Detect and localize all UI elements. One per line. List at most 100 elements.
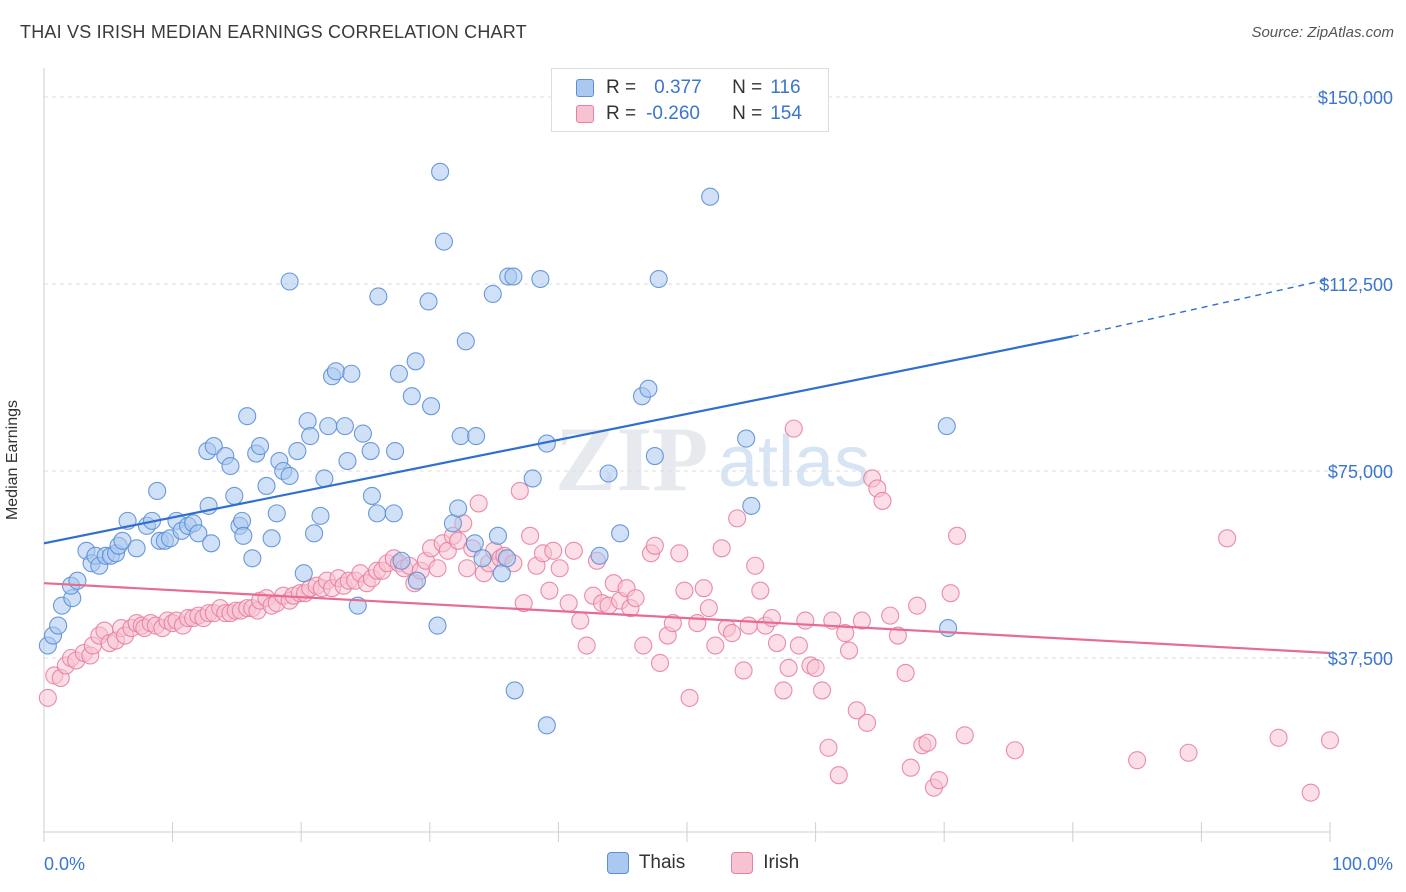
legend-r-label: R = — [606, 103, 637, 124]
irish-point — [857, 713, 877, 732]
irish-point — [881, 606, 900, 625]
thais-point — [243, 549, 262, 568]
legend-n-label: N = — [732, 77, 763, 98]
thais-point — [467, 427, 486, 446]
thais-point — [202, 534, 221, 553]
thais-point — [288, 442, 307, 461]
legend-n-value: 154 — [770, 103, 802, 124]
thais-point — [342, 364, 361, 383]
irish-point — [680, 688, 699, 707]
irish-point — [712, 539, 731, 558]
legend-r-label: R = — [606, 77, 637, 98]
x-tick-label: 100.0% — [1332, 854, 1393, 874]
irish-point — [577, 636, 596, 655]
thais-point — [262, 529, 281, 548]
irish-point — [901, 758, 920, 777]
irish-point — [896, 663, 915, 683]
thais-point — [422, 397, 441, 416]
thais-point — [225, 486, 244, 505]
irish-point — [774, 681, 793, 700]
irish-point — [796, 611, 815, 630]
irish-point — [645, 536, 664, 555]
irish-point — [728, 509, 747, 528]
irish-point — [1269, 728, 1288, 747]
irish-point — [1301, 783, 1320, 802]
thais-point — [386, 442, 405, 461]
irish-point — [888, 626, 907, 645]
irish-point — [38, 688, 57, 707]
thais-point — [742, 496, 761, 515]
thais-point — [611, 524, 630, 543]
irish-point — [930, 771, 949, 790]
irish-point — [521, 526, 540, 545]
thais-point — [451, 427, 470, 446]
legend-swatch-irish — [576, 105, 594, 123]
irish-point — [784, 419, 803, 438]
watermark-zip: ZIP — [555, 408, 708, 510]
thais-point — [428, 616, 447, 635]
thais-point — [497, 549, 517, 568]
irish-point — [469, 494, 488, 513]
thais-point — [465, 534, 484, 553]
irish-point — [751, 581, 770, 600]
irish-point — [675, 581, 694, 600]
data-points — [38, 162, 1340, 802]
legend-item-thais[interactable]: Thais — [606, 852, 686, 874]
thais-point — [407, 571, 426, 590]
thais-point — [305, 524, 324, 543]
irish-point — [948, 526, 967, 545]
thais-point — [221, 456, 240, 476]
irish-point — [626, 589, 645, 608]
irish-point — [1128, 751, 1147, 770]
irish-point — [955, 726, 974, 745]
legend-item-irish[interactable]: Irish — [731, 852, 799, 874]
legend-r-value: 0.377 — [654, 77, 702, 98]
thais-point — [232, 511, 252, 530]
legend-r-value: -0.260 — [646, 103, 700, 124]
thais-point — [434, 232, 453, 251]
thais-point — [701, 187, 720, 206]
irish-point — [746, 556, 765, 575]
thais-trend-extension — [1072, 278, 1331, 338]
thais-point — [389, 364, 408, 383]
irish-point — [847, 701, 866, 720]
thais-point — [361, 442, 380, 461]
irish-point — [1005, 741, 1024, 760]
gridlines — [44, 96, 1394, 659]
thais-point — [326, 362, 345, 381]
y-tick-label: $112,500 — [1319, 275, 1393, 295]
legend-label-thais: Thais — [638, 852, 686, 873]
trend-lines — [43, 278, 1331, 655]
irish-point — [670, 544, 689, 563]
irish-point — [1179, 743, 1198, 762]
irish-point — [559, 594, 578, 613]
irish-point — [722, 624, 742, 643]
thais-point — [392, 551, 411, 570]
thais-point — [267, 504, 286, 523]
thais-point — [68, 571, 87, 590]
thais-point — [280, 466, 299, 486]
irish-point — [564, 541, 583, 560]
legend-row-thais: R = 0.377 N = 116 — [576, 77, 801, 99]
irish-point — [819, 738, 838, 757]
y-tick-label: $150,000 — [1318, 88, 1393, 108]
irish-point — [634, 636, 653, 655]
irish-point — [550, 559, 569, 578]
irish-point — [663, 614, 682, 633]
thais-point — [645, 446, 664, 466]
tick-labels: $37,500 $75,000 $112,500 $150,000 0.0% 100.0% — [44, 88, 1393, 874]
thais-point — [319, 417, 338, 436]
thais-point — [353, 424, 372, 443]
irish-point — [767, 633, 787, 653]
legend-n-value: 116 — [770, 77, 801, 98]
irish-point — [688, 614, 707, 633]
thais-point — [315, 469, 334, 488]
thais-point — [599, 464, 618, 483]
thais-point — [369, 287, 388, 306]
irish-point — [918, 733, 937, 752]
thais-point — [189, 524, 208, 543]
irish-point — [873, 491, 892, 510]
thais-point — [649, 269, 668, 289]
irish-point — [908, 596, 927, 615]
